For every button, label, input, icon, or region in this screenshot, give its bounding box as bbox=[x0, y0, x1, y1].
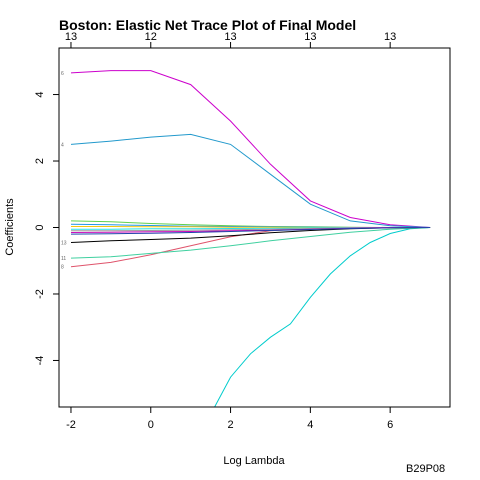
y-axis: -4 -2 0 2 4 bbox=[34, 91, 60, 366]
series-line-6 bbox=[70, 70, 431, 228]
series-label-4: 4 bbox=[61, 142, 64, 148]
x-tick-label: 0 bbox=[148, 419, 154, 431]
series-line-coef-12 bbox=[70, 227, 431, 235]
y-tick-label: 4 bbox=[34, 91, 46, 97]
plot-code-annotation: B29P08 bbox=[406, 463, 445, 475]
x-tick-label: 2 bbox=[227, 419, 233, 431]
y-tick-label: -4 bbox=[34, 356, 46, 366]
top-tick-label: 13 bbox=[224, 31, 236, 43]
series-line-11 bbox=[70, 227, 431, 259]
top-tick-label: 12 bbox=[145, 31, 157, 43]
y-tick-label: 0 bbox=[34, 224, 46, 230]
series-label-11: 11 bbox=[61, 256, 66, 262]
x-tick-label: 4 bbox=[307, 419, 313, 431]
top-axis: 13 12 13 13 13 bbox=[65, 31, 396, 49]
series-line-4 bbox=[70, 133, 431, 228]
top-tick-label: 13 bbox=[304, 31, 316, 43]
y-tick-label: -2 bbox=[34, 289, 46, 299]
variable-labels: 6 4 8 11 13 bbox=[61, 71, 67, 271]
x-axis: -2 0 2 4 6 bbox=[66, 406, 393, 431]
series-line-coef-2 bbox=[214, 227, 431, 407]
y-tick-label: 2 bbox=[34, 158, 46, 164]
series-label-8: 8 bbox=[61, 265, 64, 271]
y-axis-label: Coefficients bbox=[4, 198, 16, 256]
x-axis-label: Log Lambda bbox=[223, 455, 285, 467]
series-layer bbox=[70, 70, 431, 407]
x-tick-label: 6 bbox=[387, 419, 393, 431]
series-label-6: 6 bbox=[61, 71, 64, 77]
x-tick-label: -2 bbox=[66, 419, 76, 431]
top-tick-label: 13 bbox=[384, 31, 396, 43]
chart-title: Boston: Elastic Net Trace Plot of Final … bbox=[59, 17, 356, 33]
top-tick-label: 13 bbox=[65, 31, 77, 43]
series-label-13: 13 bbox=[61, 240, 67, 246]
